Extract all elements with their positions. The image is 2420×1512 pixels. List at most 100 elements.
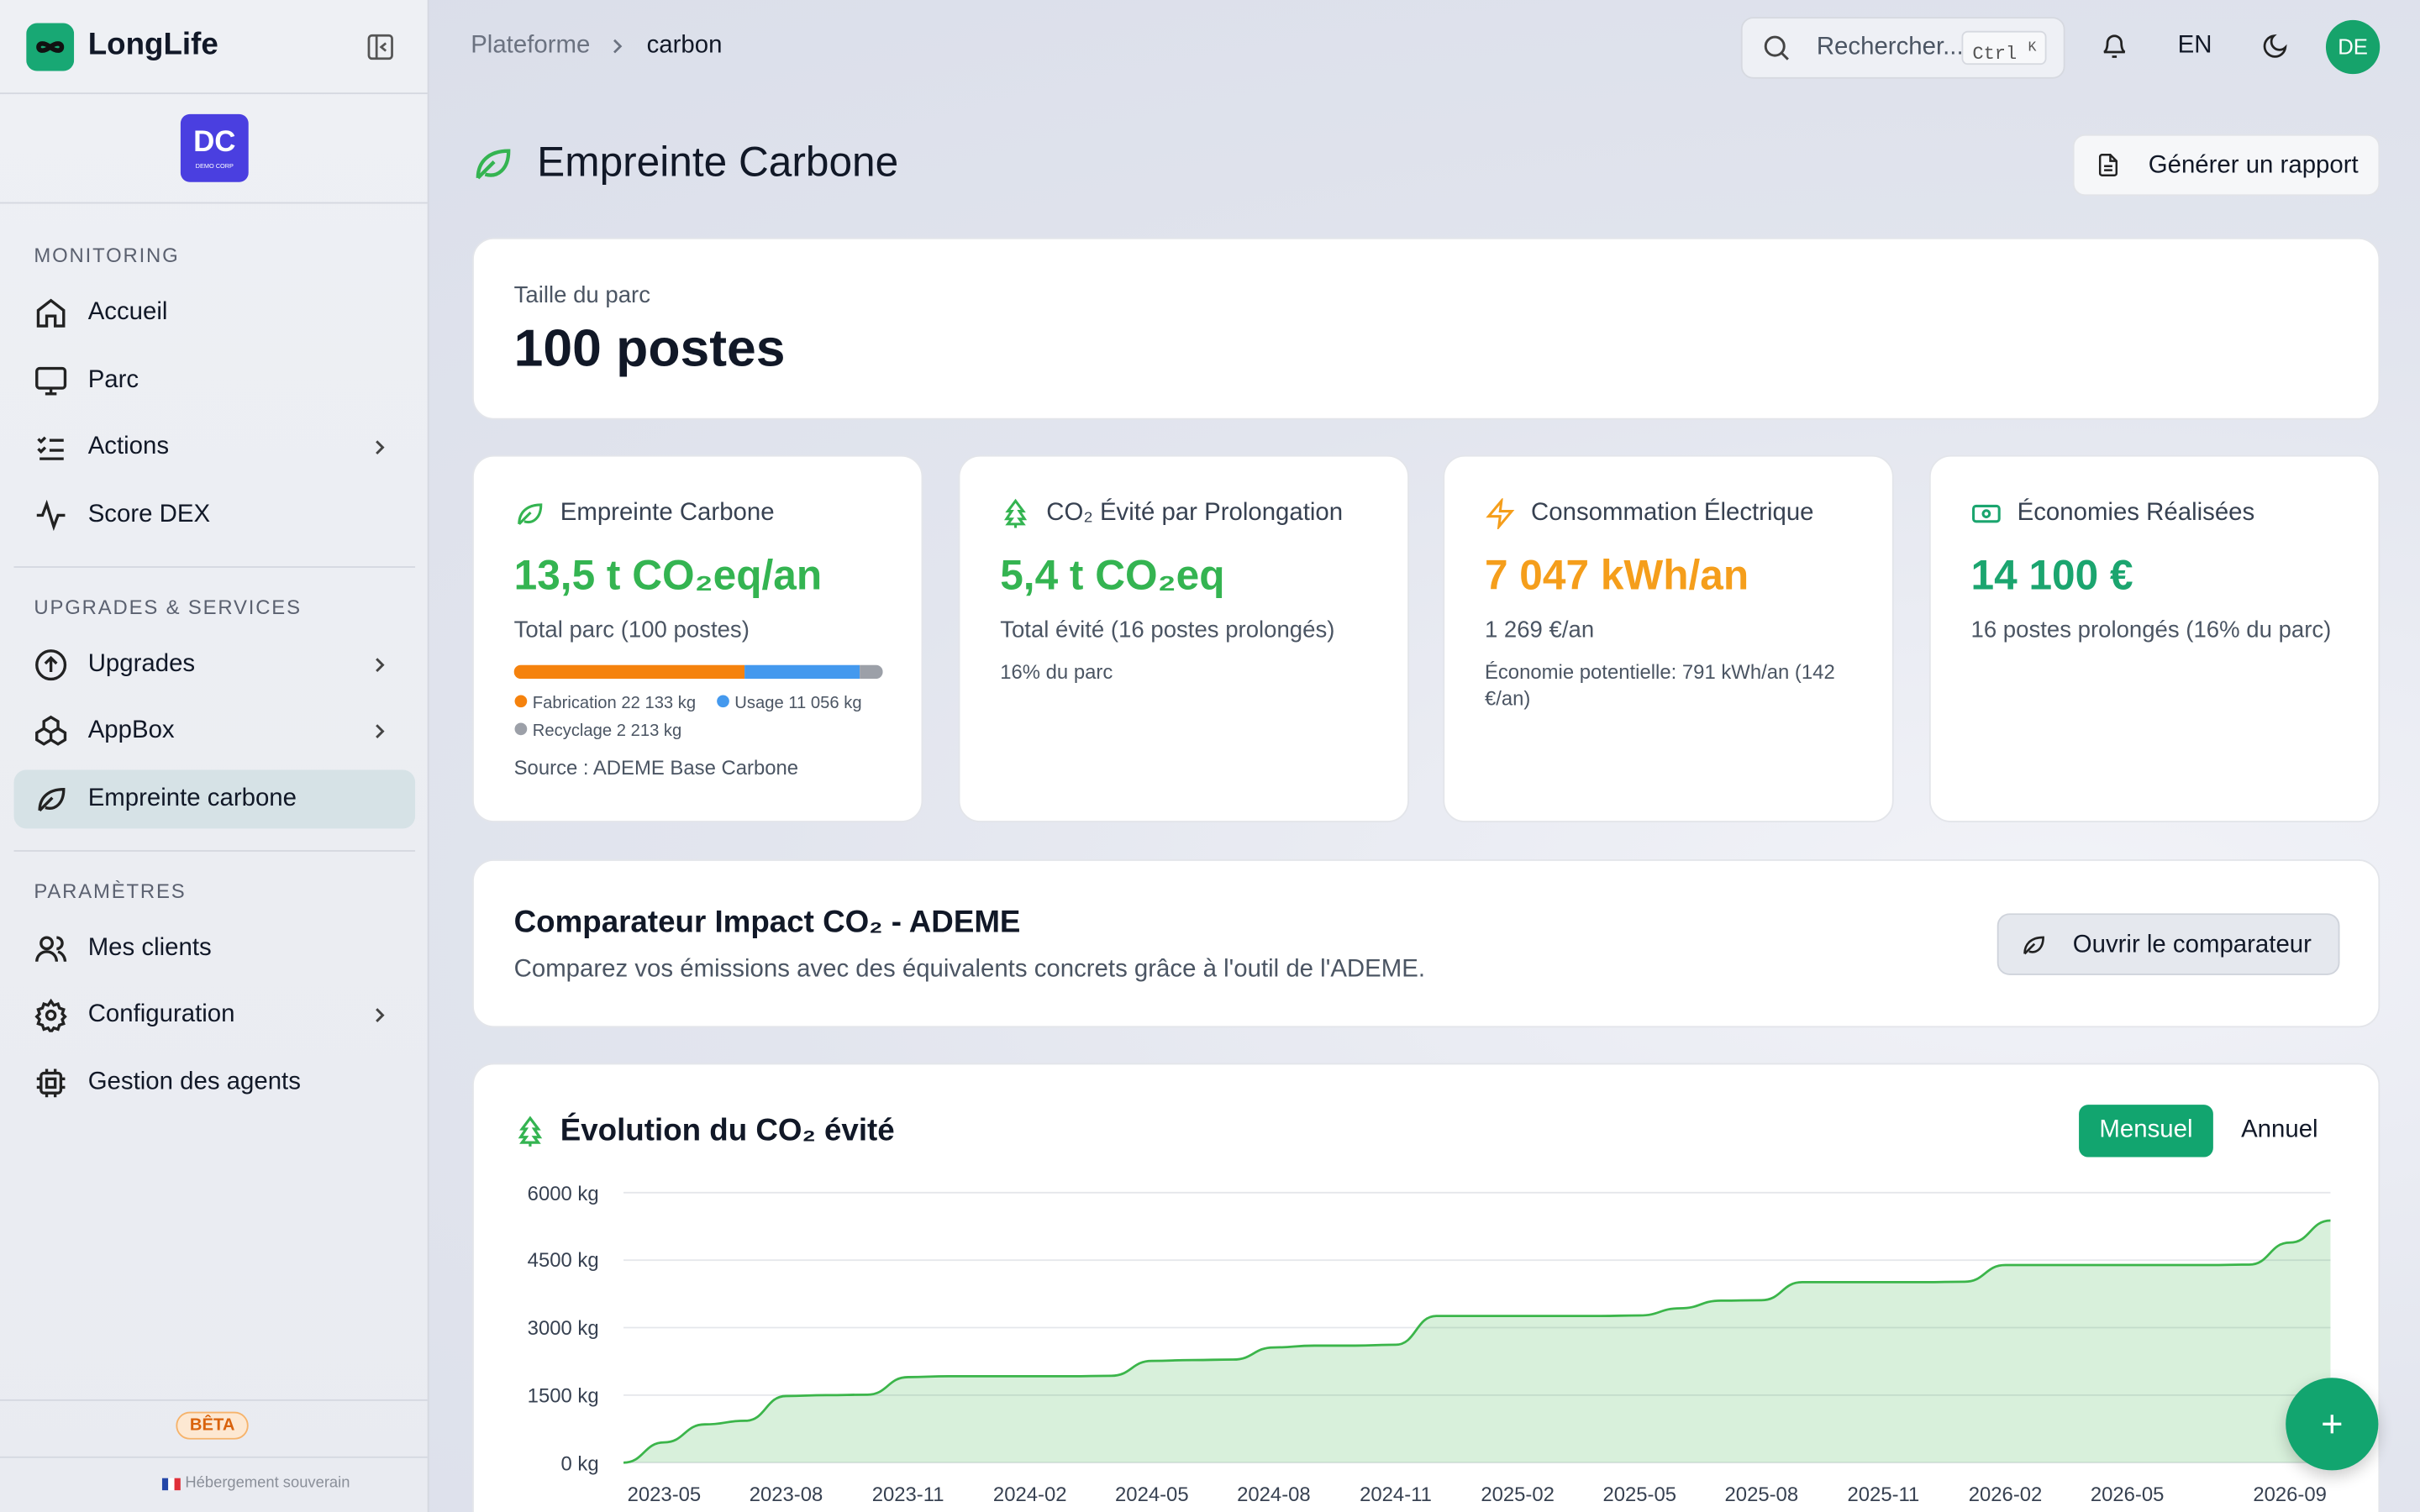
avatar[interactable]: DE <box>2325 19 2381 75</box>
icon-part <box>476 149 511 180</box>
card-note: 16% du parc <box>1000 660 1113 684</box>
nav-label: Parc <box>87 367 139 394</box>
x-tick-label: 2026-02 <box>1969 1483 2043 1506</box>
icon-part <box>1003 498 1028 528</box>
legend-dot <box>717 695 729 708</box>
nav-item[interactable]: Actions <box>14 418 416 477</box>
nav-item[interactable]: Configuration <box>14 986 416 1045</box>
breadcrumb-link[interactable]: Plateforme <box>471 32 591 59</box>
divider <box>0 1456 428 1458</box>
x-tick-label: 2024-05 <box>1115 1483 1189 1506</box>
chart: 2023-05 2023-08 2023-11 2024-02 2024-05 2024-… <box>623 1191 2331 1506</box>
nav-item[interactable]: Score DEX <box>14 486 416 545</box>
toggle-active[interactable]: Mensuel <box>2079 1105 2213 1158</box>
icon-part <box>376 658 385 673</box>
nav-item[interactable]: Accueil <box>14 284 416 343</box>
kpi-card: Économies Réalisées 14 100 € 16 postes p… <box>1928 454 2381 822</box>
icon-part <box>35 366 67 396</box>
icon-part <box>36 499 66 532</box>
nav-label: Mes clients <box>87 935 212 962</box>
icon-part <box>35 715 67 746</box>
icon-part <box>35 936 67 962</box>
nav-label: Configuration <box>87 1001 235 1028</box>
card-subtitle: 1 269 €/an <box>1484 617 1595 643</box>
icon-part <box>379 42 387 52</box>
org-logo[interactable]: DC DEMO CORP <box>180 113 249 182</box>
card-value: 7 047 kWh/an <box>1484 552 1749 599</box>
page-title: Empreinte Carbone <box>537 139 899 186</box>
icon-part <box>2323 1415 2342 1434</box>
legend-item: Recyclage 2 213 kg <box>514 722 681 741</box>
icon-part <box>376 1008 385 1022</box>
card-icon <box>1486 498 1515 530</box>
x-tick-label: 2023-05 <box>628 1483 702 1506</box>
nav-item[interactable]: Mes clients <box>14 920 416 979</box>
search-placeholder: Rechercher... <box>1816 34 1964 60</box>
section-title: PARAMÈTRES <box>34 879 187 903</box>
icon-part <box>34 998 67 1032</box>
toggle[interactable]: Annuel <box>2241 1116 2318 1144</box>
icon-part <box>376 440 385 455</box>
fleet-card: Taille du parc 100 postes <box>472 237 2381 420</box>
card-icon <box>1003 498 1028 528</box>
report-button[interactable]: Générer un rapport <box>2072 134 2381 197</box>
icon-part <box>376 658 385 673</box>
breakdown-bar <box>513 664 883 680</box>
icon-part <box>1781 52 1789 60</box>
icon-part <box>376 724 385 738</box>
nav-item[interactable]: Parc <box>14 352 416 411</box>
icon-part <box>1981 509 1991 518</box>
brand: LongLife <box>87 28 218 62</box>
icon-part <box>1486 498 1515 530</box>
notifications-button[interactable] <box>2101 33 2128 60</box>
area <box>623 1221 2331 1463</box>
theme-button[interactable] <box>2261 33 2289 60</box>
icon-part <box>44 655 58 673</box>
legend-item: Fabrication 22 133 kg <box>514 695 696 713</box>
card-note: Économie potentielle: 791 kWh/an (142 €/… <box>1484 660 1835 710</box>
divider <box>0 92 428 95</box>
nav-item[interactable]: Upgrades <box>14 636 416 695</box>
x-tick-label: 2025-02 <box>1481 1483 1555 1506</box>
nav-item-active[interactable]: Empreinte carbone <box>13 769 416 829</box>
nav-item[interactable]: AppBox <box>14 702 416 761</box>
nav-label: Actions <box>87 433 170 460</box>
card-icon <box>518 503 543 525</box>
card-title: Consommation Électrique <box>1531 500 1814 527</box>
legend-value: 11 056 kg <box>788 694 862 713</box>
icon-part <box>2103 34 2126 58</box>
comparator-icon <box>2023 936 2044 955</box>
icon-part <box>514 695 528 708</box>
nav-label: Score DEX <box>87 501 211 528</box>
section-title: MONITORING <box>34 244 180 267</box>
icon-part <box>35 715 67 746</box>
icon-part <box>514 722 528 736</box>
y-tick-label: 0 kg <box>560 1451 599 1475</box>
collapse-button[interactable] <box>367 34 393 60</box>
fab-button[interactable] <box>2286 1378 2379 1471</box>
icon-part <box>1972 504 2001 523</box>
nav-item[interactable]: Gestion des agents <box>14 1053 416 1112</box>
comparator-button[interactable]: Ouvrir le comparateur <box>1996 913 2340 975</box>
language-button[interactable]: EN <box>2177 32 2212 59</box>
nav-label: Empreinte carbone <box>87 785 297 812</box>
breadcrumb-separator <box>613 39 623 54</box>
search-icon <box>1764 35 1789 60</box>
icon-part <box>35 366 67 390</box>
search-box[interactable]: Rechercher... Ctrl K <box>1740 17 2065 79</box>
icon-part <box>376 440 385 455</box>
shortcut-key: Ctrl <box>1972 43 2018 66</box>
page-icon <box>476 149 511 180</box>
shortcut-key: K <box>2028 39 2037 56</box>
chart-title: Évolution du CO₂ évité <box>560 1114 895 1148</box>
icon-part <box>35 649 67 681</box>
legend-item: Usage 11 056 kg <box>716 694 862 713</box>
breadcrumb-current: carbon <box>646 32 723 59</box>
icon-part <box>174 1478 181 1491</box>
card-title: CO₂ Évité par Prolongation <box>1046 500 1344 527</box>
card-subtitle: Total évité (16 postes prolongés) <box>1000 617 1335 643</box>
kpi-card: Consommation Électrique 7 047 kWh/an 1 2… <box>1443 454 1894 822</box>
icon-part <box>2263 34 2287 58</box>
icon-part <box>39 1071 63 1095</box>
card-icon <box>1972 504 2001 523</box>
